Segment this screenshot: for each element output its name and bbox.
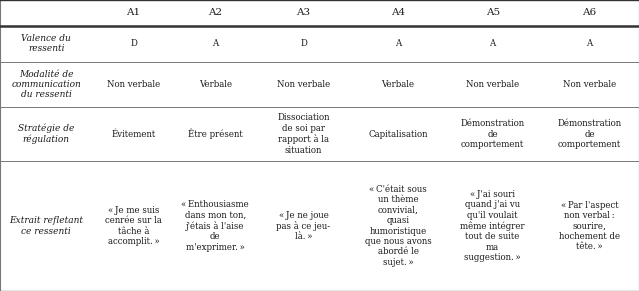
Text: A: A xyxy=(489,39,496,48)
Text: Non verbale: Non verbale xyxy=(466,80,520,89)
Text: « C'était sous
un thème
convivial,
quasi
humoristique
que nous avons
abordé le
s: « C'était sous un thème convivial, quasi… xyxy=(365,185,431,267)
Text: Être présent: Être présent xyxy=(188,129,243,139)
Text: Démonstration
de
comportement: Démonstration de comportement xyxy=(557,119,622,149)
Text: A1: A1 xyxy=(127,8,141,17)
Text: A: A xyxy=(587,39,592,48)
Text: « Enthousiasme
dans mon ton,
j'étais à l'aise
de
m'exprimer. »: « Enthousiasme dans mon ton, j'étais à l… xyxy=(181,200,249,252)
Text: Verbale: Verbale xyxy=(199,80,232,89)
Text: A: A xyxy=(212,39,219,48)
Text: Valence du
ressenti: Valence du ressenti xyxy=(22,34,71,54)
Text: Modalité de
communication
du ressenti: Modalité de communication du ressenti xyxy=(12,70,81,100)
Text: Extrait refletant
ce ressenti: Extrait refletant ce ressenti xyxy=(10,216,83,236)
Text: Capitalisation: Capitalisation xyxy=(368,129,428,139)
Text: A4: A4 xyxy=(391,8,405,17)
Text: « Je me suis
cenrée sur la
tâche à
accomplit. »: « Je me suis cenrée sur la tâche à accom… xyxy=(105,206,162,246)
Text: Stratégie de
régulation: Stratégie de régulation xyxy=(18,124,75,144)
Text: « J'ai souri
quand j'ai vu
qu'il voulait
même intégrer
tout de suite
ma
suggesti: « J'ai souri quand j'ai vu qu'il voulait… xyxy=(460,190,525,262)
Text: Non verbale: Non verbale xyxy=(277,80,330,89)
Text: Non verbale: Non verbale xyxy=(107,80,160,89)
Text: « Je ne joue
pas à ce jeu-
là. »: « Je ne joue pas à ce jeu- là. » xyxy=(277,211,330,241)
Text: Évitement: Évitement xyxy=(111,129,156,139)
Text: A6: A6 xyxy=(582,8,597,17)
Text: A: A xyxy=(395,39,401,48)
Text: A2: A2 xyxy=(208,8,222,17)
Text: A3: A3 xyxy=(296,8,311,17)
Text: Dissociation
de soi par
rapport à la
situation: Dissociation de soi par rapport à la sit… xyxy=(277,113,330,155)
Text: Non verbale: Non verbale xyxy=(563,80,616,89)
Text: D: D xyxy=(130,39,137,48)
Text: A5: A5 xyxy=(486,8,500,17)
Text: Verbale: Verbale xyxy=(381,80,415,89)
Text: « Par l'aspect
non verbal :
sourire,
hochement de
tête. »: « Par l'aspect non verbal : sourire, hoc… xyxy=(559,201,620,251)
Text: Démonstration
de
comportement: Démonstration de comportement xyxy=(461,119,525,149)
Text: D: D xyxy=(300,39,307,48)
